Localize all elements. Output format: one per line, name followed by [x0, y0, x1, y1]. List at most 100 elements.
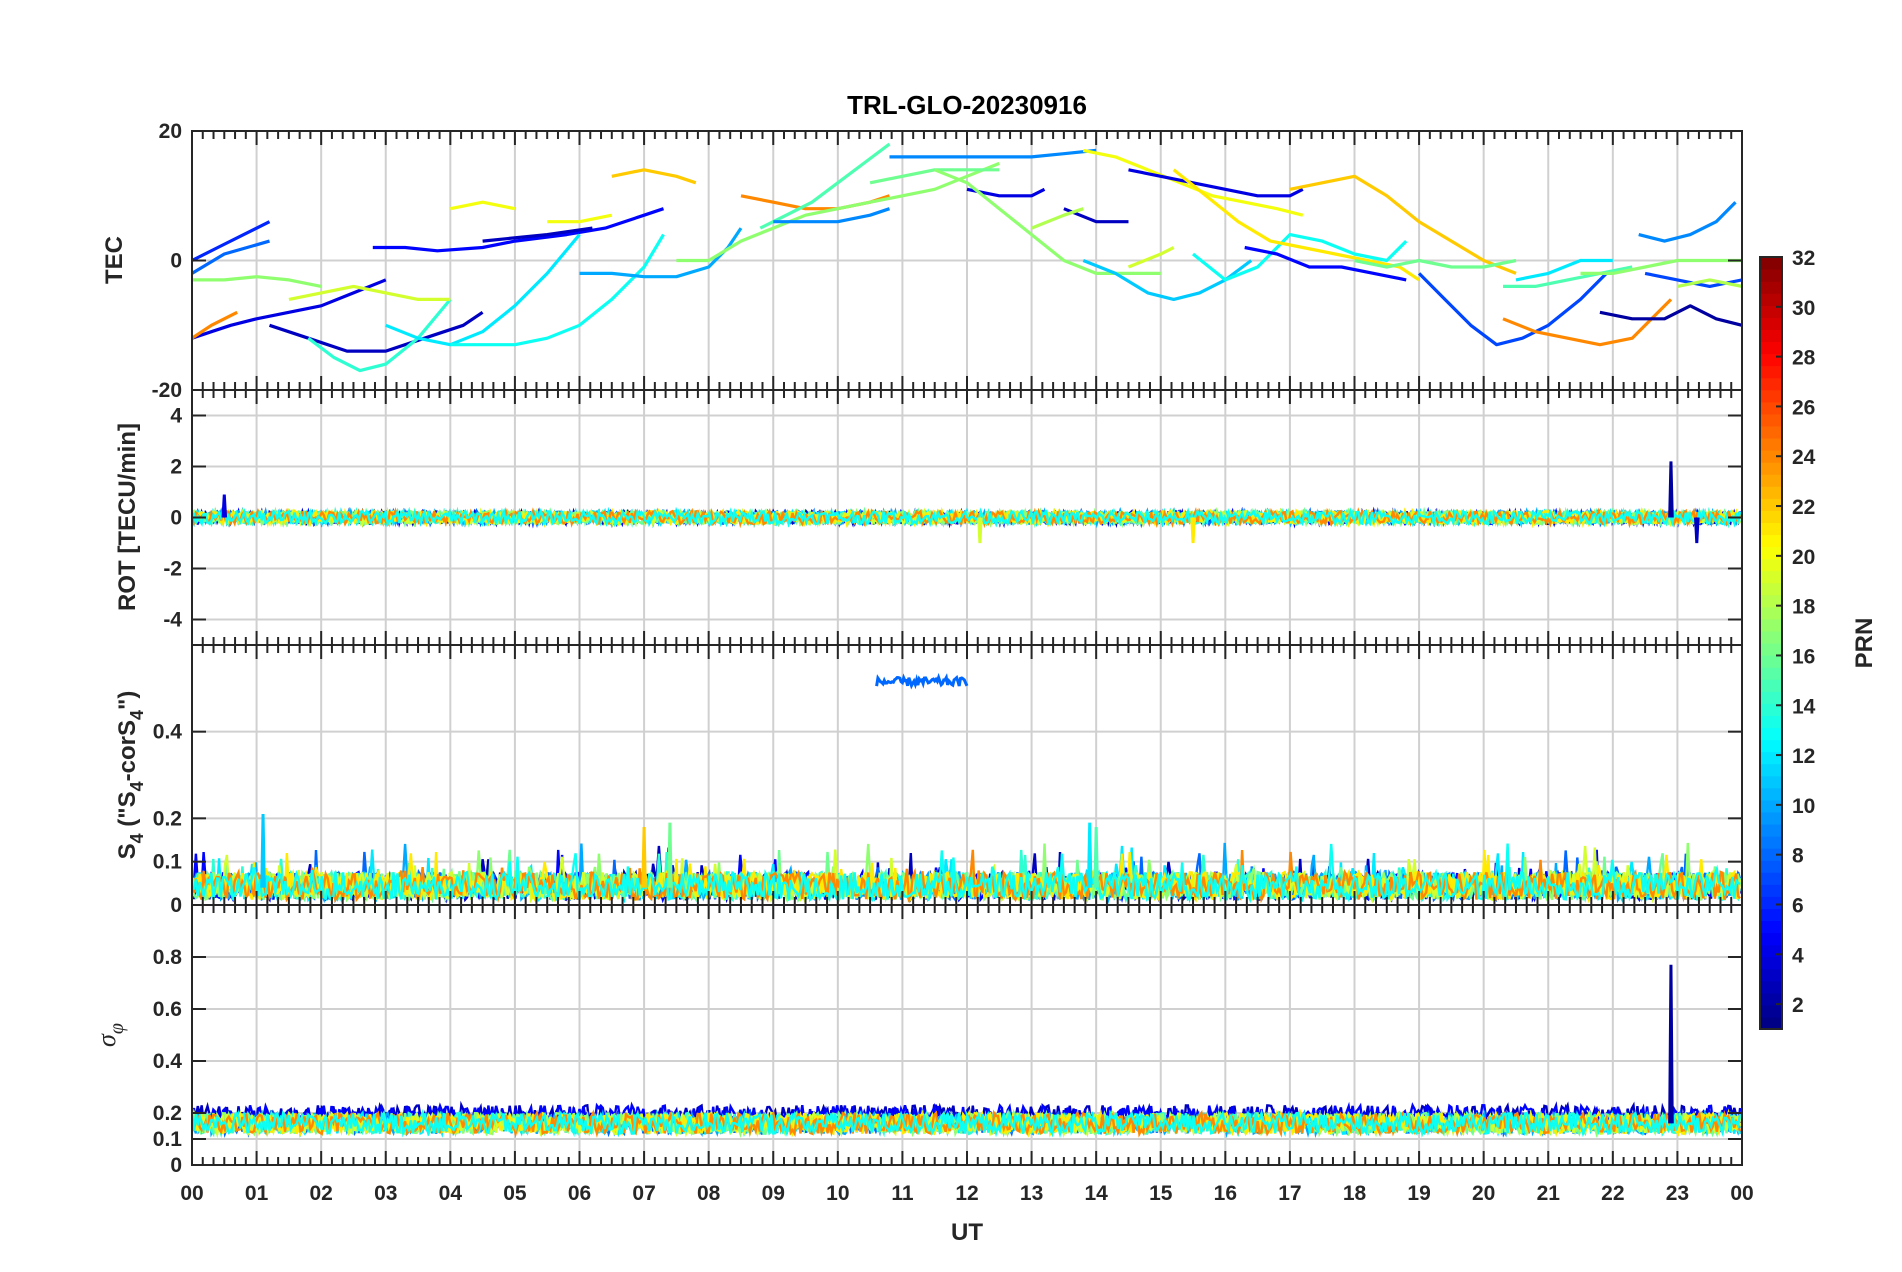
colorbar-tick-label: 12: [1792, 745, 1815, 768]
tec-series-prn-18: [1031, 207, 1084, 230]
colorbar-tick-label: 18: [1792, 596, 1816, 619]
colorbar-swatch: [1760, 365, 1782, 379]
colorbar-swatch: [1760, 462, 1782, 475]
colorbar-swatch: [1760, 787, 1782, 801]
tec-series-prn-15: [759, 142, 891, 230]
rot-spike: [977, 517, 983, 544]
x-tick-label: 00: [180, 1182, 203, 1205]
x-tick-label: 19: [1407, 1182, 1430, 1205]
colorbar-swatch: [1760, 872, 1782, 885]
colorbar-swatch: [1760, 305, 1782, 318]
tec-series-prn-9: [773, 207, 891, 224]
colorbar-swatch: [1760, 884, 1782, 897]
s4-segment-prn-8: [875, 672, 969, 690]
colorbar-swatch: [1760, 908, 1782, 922]
x-tick-label: 06: [568, 1182, 591, 1205]
colorbar-swatch: [1760, 450, 1782, 463]
tec-series-prn-20: [449, 200, 516, 211]
colorbar-swatch: [1760, 377, 1782, 391]
panel-s4: 0.4 0.2 0.1 0 S4 ("S4-corS4"): [114, 644, 1743, 917]
tec-series-prn-13: [1191, 233, 1408, 282]
y-tick-label: 2: [170, 456, 182, 479]
tec-series-prn-20: [547, 213, 613, 224]
tec-series-prn-19: [288, 284, 451, 301]
tec-series-prn-6: [192, 220, 271, 262]
s4-spike: [667, 822, 673, 888]
colorbar-swatch: [1760, 401, 1782, 415]
panel-rot: 4 2 0 -2 -4 ROT [TECU/min]: [114, 389, 1743, 646]
colorbar-swatch: [1760, 944, 1782, 958]
tec-series-prn-7: [1417, 272, 1608, 347]
colorbar-swatch: [1760, 486, 1782, 499]
x-tick-label: 04: [439, 1182, 463, 1205]
tec-series-prn-12: [1515, 258, 1613, 282]
colorbar-swatch: [1760, 1004, 1782, 1018]
colorbar-swatch: [1760, 630, 1782, 644]
tec-series-prn-13: [450, 233, 665, 347]
tec-series-prn-17: [934, 168, 1161, 275]
tec-series-prn-9: [1638, 201, 1737, 243]
tec-series-prn-18: [1677, 278, 1742, 288]
colorbar-swatch: [1760, 522, 1782, 536]
colorbar-tick-label: 28: [1792, 347, 1816, 370]
colorbar-swatch: [1760, 546, 1782, 560]
colorbar-label: PRN: [1851, 618, 1878, 669]
colorbar-frame: [1759, 256, 1783, 1030]
tec-series-prn-4: [966, 187, 1046, 198]
colorbar-tick-label: 30: [1792, 297, 1815, 320]
x-tick-label: 23: [1666, 1182, 1689, 1205]
colorbar-swatch: [1760, 425, 1782, 439]
x-axis-label: UT: [951, 1219, 983, 1246]
rot-spike: [1694, 517, 1700, 544]
minor-ticks: [191, 390, 1743, 645]
colorbar-tick-label: 20: [1792, 546, 1815, 569]
chart-title: TRL-GLO-20230916: [847, 90, 1087, 120]
tec-series-prn-17: [192, 275, 322, 288]
y-tick-label: 4: [170, 405, 182, 428]
tec-series-prn-22: [611, 168, 697, 185]
x-tick-label: 01: [245, 1182, 269, 1205]
x-tick-label: 11: [891, 1182, 914, 1205]
plot-area: [192, 964, 1742, 1139]
y-tick-label: 0.6: [153, 998, 182, 1021]
tec-series-prn-3: [482, 226, 593, 243]
colorbar-swatch: [1760, 739, 1782, 753]
colorbar-tick-label: 4: [1792, 944, 1804, 967]
minor-ticks: [191, 130, 1743, 391]
colorbar-swatch: [1760, 437, 1782, 451]
panel-sigma: 0.8 0.6 0.4 0.2 0.1 0 σφ: [92, 904, 1743, 1177]
y-tick-label: 0: [170, 250, 182, 273]
colorbar-swatch: [1760, 691, 1782, 704]
colorbar-swatch: [1760, 679, 1782, 692]
rot-series-prn-13: [192, 506, 1742, 528]
y-tick-label: -20: [152, 379, 182, 402]
colorbar-swatch: [1760, 896, 1782, 909]
colorbar-swatch: [1760, 582, 1782, 596]
y-tick-label: 0.1: [153, 851, 183, 874]
y-tick-label: 0.2: [153, 1102, 182, 1125]
colorbar-tick-label: 32: [1792, 247, 1815, 270]
colorbar-swatch: [1760, 317, 1782, 330]
colorbar-tick-label: 10: [1792, 795, 1815, 818]
colorbar-swatch: [1760, 413, 1782, 427]
colorbar-swatch: [1760, 570, 1782, 584]
colorbar-swatch: [1760, 341, 1782, 355]
colorbar-swatch: [1760, 848, 1782, 861]
tec-series-prn-21: [1172, 168, 1420, 282]
sigma-series-prn-13: [192, 1108, 1742, 1139]
tec-series-prn-8: [192, 239, 270, 275]
x-tick-label: 13: [1020, 1182, 1043, 1205]
y-tick-label: 0.8: [153, 946, 183, 969]
x-axis-ticks: 00 01 02 03 04 05 06 07 08 09 10 11 12 13 14 15 16 17 18 19…: [180, 1182, 1753, 1205]
colorbar-swatch: [1760, 534, 1782, 548]
colorbar-swatch: [1760, 474, 1782, 487]
colorbar-swatch: [1760, 655, 1782, 668]
colorbar-swatch: [1760, 811, 1782, 825]
colorbar-tick-label: 16: [1792, 645, 1815, 668]
x-tick-label: 22: [1601, 1182, 1624, 1205]
y-tick-label: 0: [170, 1154, 182, 1177]
y-tick-label: -4: [163, 609, 182, 632]
colorbar-swatch: [1760, 281, 1782, 294]
